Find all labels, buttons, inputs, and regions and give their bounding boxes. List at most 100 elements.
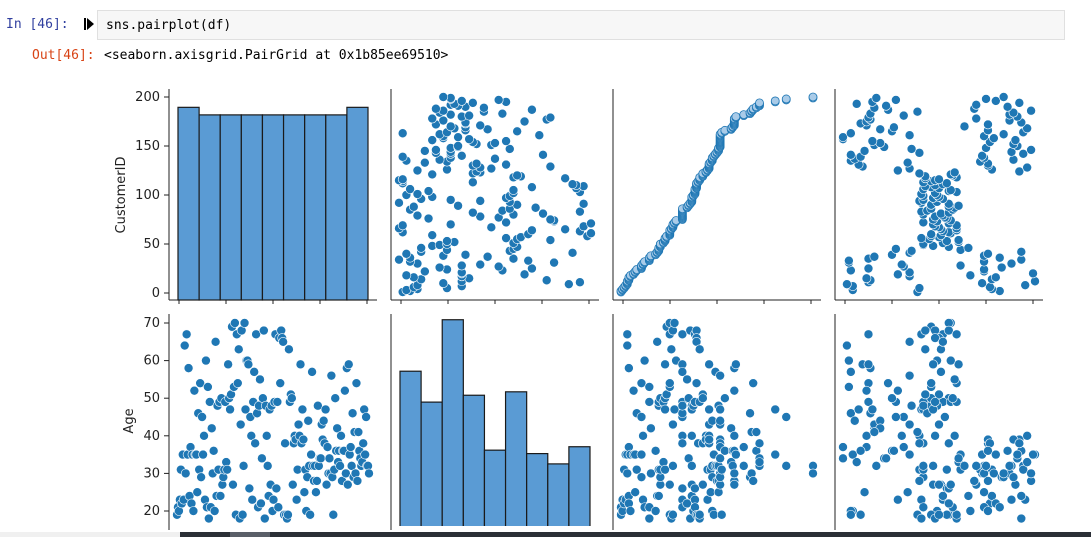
scatter-point <box>636 472 647 482</box>
scatter-point <box>781 94 791 104</box>
scatter-point <box>328 509 339 520</box>
scatter-point <box>859 487 870 498</box>
scatter-point <box>545 112 556 123</box>
scatter-point <box>423 186 434 196</box>
scatter-point <box>586 228 596 239</box>
scatter-point <box>493 261 504 272</box>
scatter-point <box>196 472 206 482</box>
scatter-point <box>748 476 758 486</box>
scatter-point <box>781 412 792 422</box>
scatter-point <box>278 336 288 347</box>
scatter-point <box>851 457 862 467</box>
scatter-point <box>844 355 854 366</box>
scatter-point <box>527 263 537 274</box>
scatter-point <box>644 397 655 407</box>
histogram-bar <box>325 114 348 301</box>
scatter-point <box>934 389 944 400</box>
histogram-bar <box>504 391 528 526</box>
scatter-point <box>336 430 346 441</box>
scatter-point <box>891 95 901 105</box>
scatter-point <box>342 479 353 490</box>
scatter-point <box>420 146 430 156</box>
histogram-bar <box>547 463 570 526</box>
scatter-point <box>859 146 870 156</box>
scatter-point <box>846 265 856 276</box>
scatter-point <box>981 94 991 104</box>
scatter-point <box>842 279 852 289</box>
scatter-point <box>940 412 950 422</box>
horizontal-scrollbar[interactable] <box>0 532 1091 537</box>
scatter-point <box>456 260 467 271</box>
scatter-point <box>971 100 982 110</box>
scatter-point <box>904 419 915 430</box>
scatter-point <box>698 393 708 404</box>
histogram-bar <box>399 370 422 526</box>
scatter-point <box>340 385 350 396</box>
histogram-bar <box>568 446 591 526</box>
scatter-point <box>199 430 209 441</box>
histogram-bar <box>441 319 464 526</box>
scatter-point <box>729 479 740 490</box>
scatter-point <box>235 419 246 430</box>
scatter-point <box>971 113 982 124</box>
scatter-point <box>846 509 856 520</box>
scatter-point <box>720 393 730 404</box>
scatter-point <box>181 329 192 340</box>
scatter-point <box>1012 449 1023 460</box>
scatter-point <box>953 453 964 464</box>
scatter-point <box>928 359 938 370</box>
scatter-point <box>953 200 964 211</box>
scatter-point <box>881 453 891 464</box>
scatter-point <box>205 397 215 407</box>
scatter-point <box>863 263 874 274</box>
scrollbar-thumb[interactable] <box>230 532 270 537</box>
scatter-point <box>401 249 412 259</box>
scatter-point <box>427 230 438 240</box>
scatter-point <box>468 207 478 218</box>
scatter-point <box>996 262 1007 273</box>
scatter-point <box>951 509 962 520</box>
scatter-point <box>912 106 923 117</box>
histogram-bar <box>177 106 200 301</box>
scatter-point <box>501 217 511 228</box>
scatter-point <box>949 374 960 385</box>
histogram-bar <box>219 114 242 301</box>
scatter-point <box>863 329 874 340</box>
scatter-point <box>677 329 688 340</box>
scatter-point <box>687 430 697 441</box>
scatter-point <box>431 145 441 155</box>
scatter-point <box>353 427 364 437</box>
scatter-point <box>343 359 354 370</box>
scatter-point <box>412 189 423 199</box>
scatter-point <box>527 104 537 115</box>
scatter-point <box>770 404 781 415</box>
scatter-point <box>926 378 936 388</box>
scatter-point <box>855 446 866 456</box>
scatter-point <box>926 229 936 239</box>
histogram-bar <box>282 114 306 301</box>
scatter-point <box>586 218 596 229</box>
scatter-point <box>644 382 655 392</box>
scatter-point <box>1008 107 1019 118</box>
scatter-point <box>195 378 205 388</box>
histogram-bar <box>420 401 443 526</box>
scatter-point <box>464 110 474 121</box>
scatter-point <box>508 253 519 264</box>
scatter-point <box>397 174 408 185</box>
scatter-point <box>330 393 341 404</box>
scatter-point <box>397 128 408 139</box>
code-cell-input[interactable]: sns.pairplot(df) <box>97 10 1065 40</box>
scatter-point <box>770 96 780 106</box>
scatter-point <box>994 252 1005 263</box>
scatter-point <box>268 494 279 505</box>
run-cell-icon[interactable] <box>84 18 94 30</box>
scatter-point <box>867 136 878 146</box>
scatter-point <box>934 419 944 430</box>
scatter-point <box>869 251 880 262</box>
scatter-point <box>628 385 639 396</box>
y-tick-label: 70 <box>143 316 160 331</box>
scatter-point <box>965 506 976 516</box>
scatter-point <box>660 464 670 475</box>
scatter-point <box>983 506 993 516</box>
scatter-point <box>1016 247 1027 257</box>
